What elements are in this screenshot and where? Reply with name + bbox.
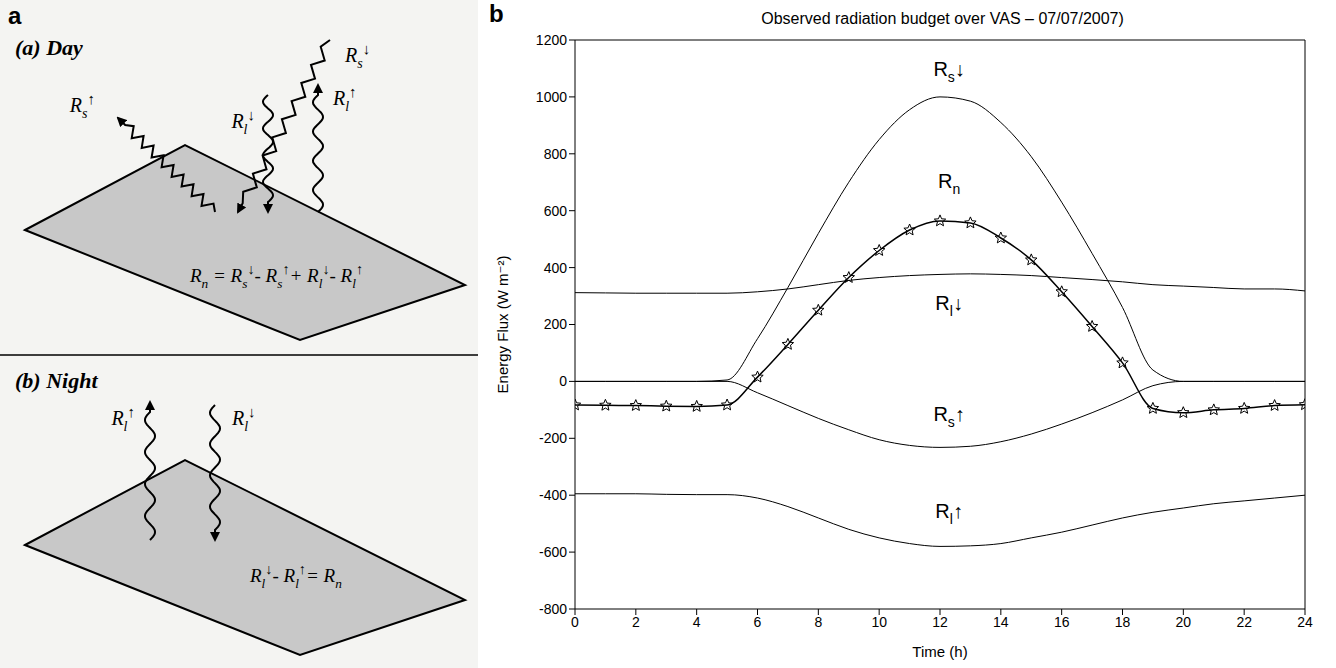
svg-text:Time (h): Time (h) <box>912 643 967 660</box>
svg-text:-600: -600 <box>539 544 567 560</box>
html-text:b: b <box>489 0 504 27</box>
svg-text:22: 22 <box>1236 614 1252 630</box>
svg-text:8: 8 <box>814 614 822 630</box>
svg-text:24: 24 <box>1297 614 1313 630</box>
svg-text:18: 18 <box>1115 614 1131 630</box>
svg-text:Rl↓: Rl↓ <box>935 292 963 319</box>
svg-text:-200: -200 <box>539 430 567 446</box>
svg-text:Rl↓- Rl↑= Rn: Rl↓- Rl↑= Rn <box>249 561 342 590</box>
svg-text:a: a <box>8 2 22 29</box>
svg-text:12: 12 <box>932 614 948 630</box>
svg-text:14: 14 <box>993 614 1009 630</box>
svg-text:0: 0 <box>571 614 579 630</box>
svg-text:800: 800 <box>544 146 568 162</box>
svg-text:Rs↓: Rs↓ <box>344 41 370 71</box>
svg-text:-800: -800 <box>539 601 567 617</box>
svg-text:Rs↑: Rs↑ <box>69 91 95 121</box>
svg-text:400: 400 <box>544 260 568 276</box>
svg-text:Rl↓: Rl↓ <box>231 404 256 434</box>
svg-text:Energy Flux (W m⁻²): Energy Flux (W m⁻²) <box>494 256 511 394</box>
svg-text:1200: 1200 <box>536 32 567 48</box>
svg-text:1000: 1000 <box>536 89 567 105</box>
svg-text:-400: -400 <box>539 487 567 503</box>
svg-text:16: 16 <box>1054 614 1070 630</box>
svg-text:(b) Night: (b) Night <box>15 368 98 393</box>
svg-text:Rl↑: Rl↑ <box>935 500 963 527</box>
svg-text:Rl↑: Rl↑ <box>110 404 135 434</box>
svg-text:0: 0 <box>559 373 567 389</box>
svg-text:(a) Day: (a) Day <box>15 35 83 60</box>
svg-text:Rn: Rn <box>938 170 960 197</box>
svg-text:Rn = Rs↓- Rs↑+ Rl↓- Rl↑: Rn = Rs↓- Rs↑+ Rl↓- Rl↑ <box>189 261 363 290</box>
svg-text:200: 200 <box>544 316 568 332</box>
svg-text:20: 20 <box>1176 614 1192 630</box>
svg-text:Rs↑: Rs↑ <box>933 403 964 430</box>
svg-text:Rl↓: Rl↓ <box>230 107 255 137</box>
html-text:Observed radiation budget over: Observed radiation budget over VAS – 07/… <box>761 10 1124 27</box>
svg-text:6: 6 <box>754 614 762 630</box>
svg-text:4: 4 <box>693 614 701 630</box>
svg-text:10: 10 <box>871 614 887 630</box>
svg-text:Rl↑: Rl↑ <box>332 84 357 114</box>
svg-text:2: 2 <box>632 614 640 630</box>
svg-text:600: 600 <box>544 203 568 219</box>
svg-text:Rs↓: Rs↓ <box>933 58 964 85</box>
